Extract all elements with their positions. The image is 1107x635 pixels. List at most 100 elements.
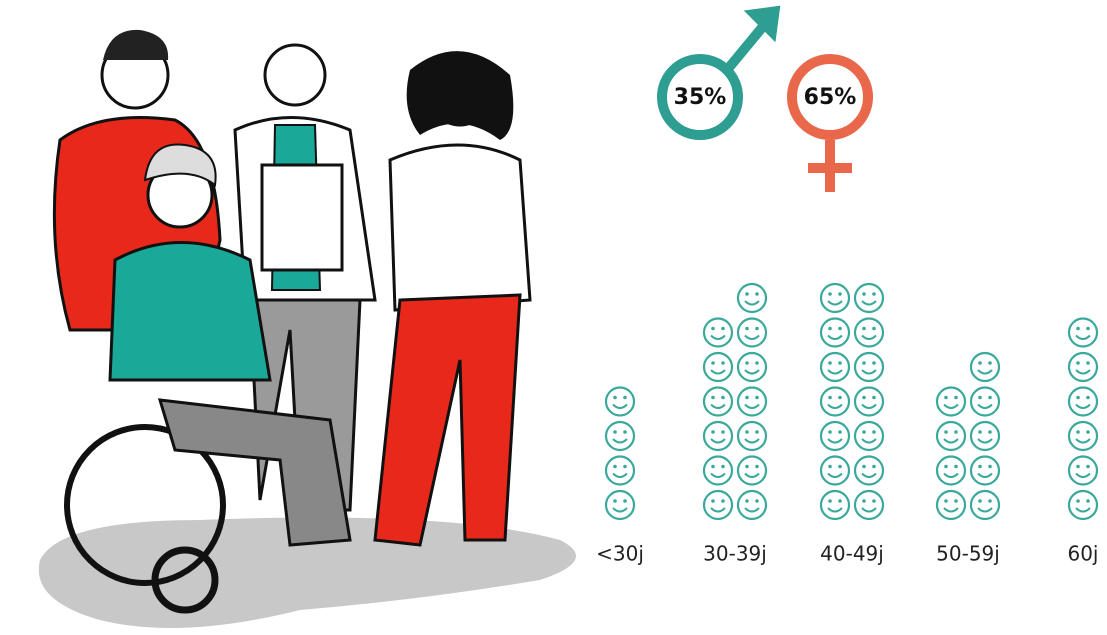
eye <box>755 361 759 365</box>
percent-label: 35% <box>674 85 727 110</box>
mouth <box>944 508 958 512</box>
mouth <box>978 439 992 443</box>
eye <box>988 499 992 503</box>
smiley <box>971 353 999 381</box>
face <box>704 422 732 450</box>
mouth <box>862 301 876 305</box>
smiley <box>855 319 883 347</box>
head <box>265 45 325 105</box>
face <box>704 491 732 519</box>
smiley <box>738 388 766 416</box>
eye <box>711 396 715 400</box>
face <box>821 491 849 519</box>
face <box>855 388 883 416</box>
eye <box>1076 499 1080 503</box>
mouth <box>828 301 842 305</box>
smiley <box>821 353 849 381</box>
eye <box>862 396 866 400</box>
face <box>855 422 883 450</box>
smiley <box>937 457 965 485</box>
smiley <box>704 353 732 381</box>
smiley <box>937 491 965 519</box>
face <box>738 284 766 312</box>
mouth <box>745 508 759 512</box>
face <box>606 491 634 519</box>
eye <box>721 465 725 469</box>
eye <box>838 327 842 331</box>
eye <box>755 465 759 469</box>
mouth <box>711 439 725 443</box>
smiley <box>606 422 634 450</box>
eye <box>828 396 832 400</box>
smiley <box>821 491 849 519</box>
clipboard <box>262 165 342 270</box>
face <box>855 353 883 381</box>
eye <box>1076 396 1080 400</box>
face <box>1069 422 1097 450</box>
mouth <box>1076 405 1090 409</box>
hair <box>103 30 168 60</box>
eye <box>745 465 749 469</box>
face <box>1069 457 1097 485</box>
face <box>937 388 965 416</box>
face <box>821 353 849 381</box>
mouth <box>745 370 759 374</box>
eye <box>862 430 866 434</box>
face <box>1069 353 1097 381</box>
mouth <box>745 439 759 443</box>
smiley-group <box>704 284 766 519</box>
face <box>738 353 766 381</box>
mouth <box>862 336 876 340</box>
eye <box>944 465 948 469</box>
face <box>704 319 732 347</box>
eye <box>838 499 842 503</box>
mouth <box>862 370 876 374</box>
mouth <box>944 405 958 409</box>
face <box>704 457 732 485</box>
smiley <box>704 319 732 347</box>
eye <box>988 465 992 469</box>
mouth <box>944 474 958 478</box>
category-label: 60j <box>1067 542 1098 566</box>
percent-label: 65% <box>804 85 857 110</box>
eye <box>745 499 749 503</box>
eye <box>613 396 617 400</box>
mouth <box>978 370 992 374</box>
face <box>971 388 999 416</box>
face <box>704 388 732 416</box>
smiley <box>971 457 999 485</box>
eye <box>623 465 627 469</box>
category-label: 50-59j <box>936 542 1000 566</box>
smiley <box>738 491 766 519</box>
smiley <box>738 319 766 347</box>
mouth <box>862 439 876 443</box>
eye <box>1076 327 1080 331</box>
mouth <box>745 336 759 340</box>
smiley <box>821 284 849 312</box>
eye <box>755 396 759 400</box>
mouth <box>745 301 759 305</box>
eye <box>988 430 992 434</box>
face <box>738 388 766 416</box>
jacket <box>110 243 270 381</box>
face <box>738 457 766 485</box>
smiley <box>937 388 965 416</box>
smiley <box>606 388 634 416</box>
face <box>606 388 634 416</box>
eye <box>862 327 866 331</box>
mouth <box>613 439 627 443</box>
eye <box>862 361 866 365</box>
smiley <box>855 388 883 416</box>
eye <box>1076 465 1080 469</box>
smiley <box>704 388 732 416</box>
eye <box>872 327 876 331</box>
eye <box>1086 430 1090 434</box>
illustration <box>39 30 576 628</box>
eye <box>862 292 866 296</box>
face <box>738 319 766 347</box>
eye <box>1086 396 1090 400</box>
shirt <box>390 145 530 310</box>
female-symbol <box>792 59 868 192</box>
smiley <box>1069 422 1097 450</box>
eye <box>828 465 832 469</box>
